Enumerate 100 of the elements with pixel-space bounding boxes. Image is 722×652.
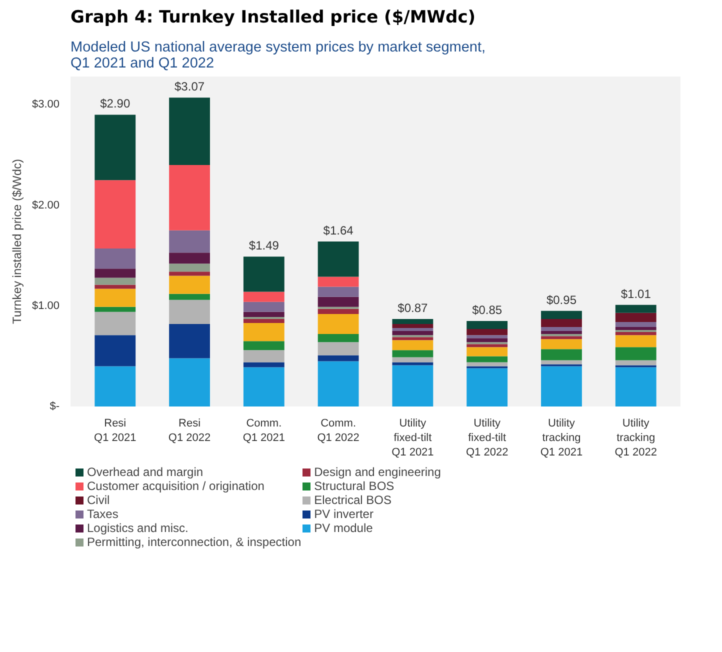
bar bbox=[541, 349, 582, 360]
bar bbox=[243, 312, 284, 317]
legend-label: PV module bbox=[314, 521, 373, 535]
x-tick-label: Comm. Q1 2021 bbox=[242, 418, 286, 444]
bar bbox=[318, 242, 359, 277]
bar bbox=[318, 296, 359, 307]
legend-label: PV inverter bbox=[314, 507, 374, 521]
bar bbox=[615, 327, 656, 330]
bar bbox=[243, 367, 284, 406]
bar bbox=[243, 256, 284, 292]
legend-label: Structural BOS bbox=[314, 479, 394, 493]
bar bbox=[466, 320, 508, 330]
bar bbox=[466, 329, 508, 336]
bar bbox=[243, 341, 284, 350]
total-label: $0.95 bbox=[546, 292, 577, 307]
bar bbox=[615, 304, 656, 313]
x-tick-label: Resi Q1 2022 bbox=[168, 418, 211, 444]
bar bbox=[541, 339, 582, 350]
bar bbox=[392, 350, 434, 358]
legend-label: Design and engineering bbox=[314, 465, 441, 479]
bar bbox=[466, 362, 508, 366]
bar bbox=[318, 361, 359, 406]
bar bbox=[94, 114, 136, 180]
bar bbox=[541, 366, 582, 406]
bar bbox=[169, 358, 210, 406]
bar bbox=[466, 335, 508, 338]
x-tick-label: Utility fixed-tilt Q1 2022 bbox=[466, 418, 508, 458]
bar bbox=[392, 362, 434, 366]
x-tick-label: Utility tracking Q1 2021 bbox=[540, 418, 583, 458]
bar bbox=[94, 268, 136, 278]
bar bbox=[169, 300, 210, 324]
x-tick-label: Utility tracking Q1 2022 bbox=[614, 418, 657, 458]
total-label: $1.49 bbox=[248, 238, 280, 253]
y-tick-label: $1.00 bbox=[32, 300, 60, 312]
bar bbox=[318, 314, 359, 334]
bar bbox=[615, 332, 656, 336]
total-label: $1.01 bbox=[620, 286, 652, 301]
x-tick-label: Resi Q1 2021 bbox=[94, 418, 136, 444]
total-label: $2.90 bbox=[100, 96, 130, 111]
bar bbox=[94, 180, 136, 249]
bar bbox=[169, 272, 210, 276]
bar bbox=[392, 365, 434, 406]
bar bbox=[94, 306, 136, 312]
bar bbox=[94, 366, 136, 406]
total-label: $0.85 bbox=[472, 302, 502, 317]
bar bbox=[615, 347, 656, 360]
bar bbox=[243, 322, 284, 342]
bar bbox=[318, 355, 359, 362]
bar bbox=[615, 335, 656, 348]
bar bbox=[243, 292, 284, 302]
bar bbox=[94, 284, 136, 289]
chart-title: Graph 4: Turnkey Installed price ($/MWdc) bbox=[70, 8, 476, 28]
bar bbox=[541, 318, 582, 328]
bar bbox=[169, 98, 210, 166]
bar bbox=[243, 350, 284, 362]
bar bbox=[392, 331, 434, 336]
bar bbox=[466, 356, 508, 362]
bar bbox=[541, 336, 582, 340]
bar bbox=[169, 276, 210, 294]
y-tick-label: $2.00 bbox=[32, 199, 60, 212]
legend-label: Civil bbox=[87, 493, 110, 507]
y-tick-label: $- bbox=[50, 400, 60, 412]
legend-label: Permitting, interconnection, & inspection bbox=[87, 535, 302, 549]
bar bbox=[318, 342, 359, 356]
y-axis-title: Turnkey installed price ($/Wdc) bbox=[10, 159, 24, 324]
bar bbox=[318, 286, 359, 297]
bar bbox=[615, 360, 656, 366]
bar bbox=[94, 278, 136, 285]
legend-label: Taxes bbox=[87, 507, 118, 521]
bar bbox=[392, 337, 434, 340]
bar bbox=[169, 165, 210, 230]
bar bbox=[169, 230, 210, 253]
total-label: $1.64 bbox=[323, 224, 354, 238]
legend-label: Overhead and margin bbox=[87, 465, 204, 479]
bar bbox=[318, 276, 359, 287]
bar bbox=[94, 312, 136, 336]
bar bbox=[243, 362, 284, 368]
bar bbox=[466, 368, 508, 406]
bar bbox=[169, 264, 210, 272]
bar bbox=[466, 344, 508, 348]
bar bbox=[94, 335, 136, 366]
bar bbox=[318, 334, 359, 342]
bar bbox=[169, 324, 210, 358]
bar bbox=[94, 248, 136, 269]
total-label: $3.07 bbox=[174, 80, 205, 94]
bar bbox=[615, 312, 656, 322]
legend-label: Logistics and misc. bbox=[87, 521, 188, 535]
x-tick-label: Comm. Q1 2022 bbox=[317, 418, 360, 444]
bar bbox=[169, 294, 210, 300]
bar bbox=[392, 324, 434, 328]
bar bbox=[318, 308, 359, 314]
bar bbox=[466, 347, 508, 356]
y-tick-label: $3.00 bbox=[32, 98, 60, 111]
bar bbox=[243, 302, 284, 312]
bar bbox=[94, 288, 136, 307]
bar bbox=[541, 360, 582, 364]
bar bbox=[392, 357, 434, 362]
chart-subtitle: Modeled US national average system prices by market segment, Q1 2021 and Q1 2022 bbox=[70, 40, 486, 72]
bar bbox=[169, 252, 210, 264]
legend-label: Customer acquisition / origination bbox=[87, 479, 264, 493]
